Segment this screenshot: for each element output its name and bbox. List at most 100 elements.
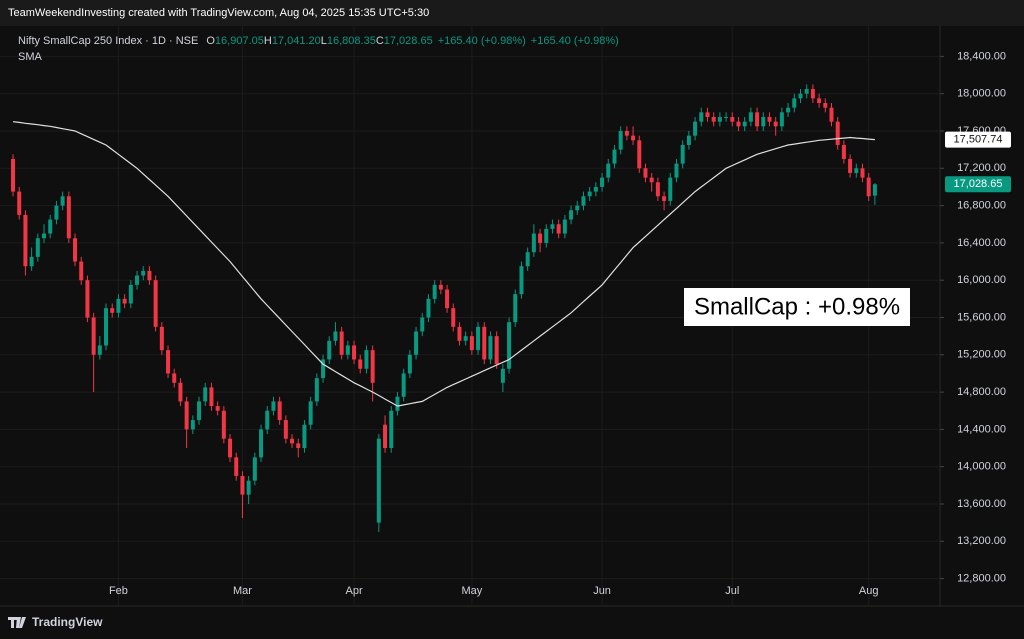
price-label-box bbox=[945, 176, 1011, 193]
candle-body bbox=[761, 117, 766, 127]
candle-body bbox=[544, 228, 549, 243]
candle-body bbox=[11, 158, 16, 192]
symbol: Nifty SmallCap 250 Index · 1D · NSE bbox=[18, 35, 198, 47]
change: +165.40 (+0.98%) bbox=[438, 35, 526, 47]
candle-body bbox=[600, 177, 605, 187]
candle-body bbox=[73, 238, 78, 262]
candle-body bbox=[395, 396, 400, 411]
sma-line bbox=[12, 121, 875, 407]
annotation-box bbox=[684, 288, 910, 326]
candle-body bbox=[228, 438, 233, 458]
ohlc-label: H bbox=[264, 35, 272, 47]
candle-body bbox=[742, 121, 747, 127]
candle-body bbox=[153, 280, 158, 327]
candle-body bbox=[779, 112, 784, 127]
candle-body bbox=[35, 238, 40, 257]
candle-body bbox=[17, 191, 22, 215]
candle-body bbox=[85, 280, 90, 318]
y-tick-label: 16,000.00 bbox=[957, 274, 1006, 286]
y-tick-label: 18,000.00 bbox=[957, 88, 1006, 100]
x-tick-label: Mar bbox=[233, 585, 252, 597]
candle-body bbox=[451, 308, 456, 327]
price-label: 17,028.65 bbox=[954, 178, 1003, 190]
candle-body bbox=[817, 98, 822, 104]
x-tick-label: Jul bbox=[725, 585, 739, 597]
candle-body bbox=[42, 233, 47, 239]
candle-body bbox=[866, 177, 871, 197]
candle-body bbox=[376, 438, 381, 523]
candle-body bbox=[823, 103, 828, 108]
footer bbox=[0, 608, 1024, 639]
candle-body bbox=[872, 184, 877, 196]
x-tick-label: Apr bbox=[345, 585, 362, 597]
ohlc-label: O bbox=[206, 35, 215, 47]
candle-body bbox=[296, 443, 301, 449]
candle-body bbox=[593, 186, 598, 192]
candle-body bbox=[724, 117, 729, 119]
candle-body bbox=[494, 336, 499, 365]
candle-body bbox=[438, 284, 443, 290]
candle-body bbox=[507, 322, 512, 369]
candle-body bbox=[327, 340, 332, 360]
candle-body bbox=[693, 121, 698, 136]
candle-body bbox=[104, 308, 109, 346]
candle-body bbox=[624, 130, 629, 136]
candle-body bbox=[848, 158, 853, 173]
candle-body bbox=[54, 205, 59, 220]
candle-body bbox=[283, 420, 288, 439]
candle-body bbox=[736, 121, 741, 127]
x-tick-label: Aug bbox=[859, 585, 879, 597]
candle-body bbox=[203, 387, 208, 402]
candle-body bbox=[457, 326, 462, 341]
candle-body bbox=[804, 89, 809, 94]
candle-body bbox=[110, 308, 115, 313]
ohlc-label: L bbox=[321, 35, 327, 47]
candle-body bbox=[606, 163, 611, 178]
candle-body bbox=[414, 331, 419, 355]
candle-body bbox=[221, 410, 226, 439]
candle-body bbox=[575, 205, 580, 211]
candle-body bbox=[370, 350, 375, 383]
candle-body bbox=[748, 112, 753, 122]
candle-body bbox=[141, 270, 146, 276]
y-tick-label: 14,800.00 bbox=[957, 386, 1006, 398]
candle-body bbox=[705, 112, 710, 118]
candle-body bbox=[649, 177, 654, 183]
candle-body bbox=[556, 224, 561, 234]
change: +165.40 (+0.98%) bbox=[531, 35, 619, 47]
candle-body bbox=[240, 476, 245, 495]
candle-body bbox=[631, 135, 636, 141]
candle-body bbox=[445, 289, 450, 309]
brand: TradingView bbox=[32, 615, 103, 629]
candle-body bbox=[699, 112, 704, 122]
candle-body bbox=[321, 359, 326, 379]
candle-body bbox=[246, 480, 251, 495]
candle-body bbox=[48, 219, 53, 234]
candle-body bbox=[352, 345, 357, 360]
candle-body bbox=[767, 117, 772, 122]
candle-body bbox=[612, 149, 617, 164]
candle-body bbox=[854, 168, 859, 173]
candle-body bbox=[655, 182, 660, 197]
candle-body bbox=[364, 350, 369, 369]
candle-body bbox=[184, 401, 189, 430]
candle-body bbox=[531, 233, 536, 253]
candle-body bbox=[730, 117, 735, 122]
candle-body bbox=[463, 336, 468, 341]
candle-body bbox=[860, 168, 865, 178]
candle-body bbox=[562, 219, 567, 234]
y-tick-label: 14,400.00 bbox=[957, 423, 1006, 435]
candle-body bbox=[345, 345, 350, 355]
candle-body bbox=[339, 331, 344, 355]
ohlc-value: 17,041.20 bbox=[272, 35, 321, 47]
candle-body bbox=[23, 214, 28, 267]
candle-body bbox=[786, 107, 791, 113]
candle-body bbox=[432, 284, 437, 299]
ohlc-value: 16,907.05 bbox=[215, 35, 264, 47]
candle-body bbox=[135, 275, 140, 285]
candle-body bbox=[538, 233, 543, 243]
y-tick-label: 14,000.00 bbox=[957, 461, 1006, 473]
candle-body bbox=[810, 89, 815, 99]
candle-body bbox=[711, 117, 716, 122]
